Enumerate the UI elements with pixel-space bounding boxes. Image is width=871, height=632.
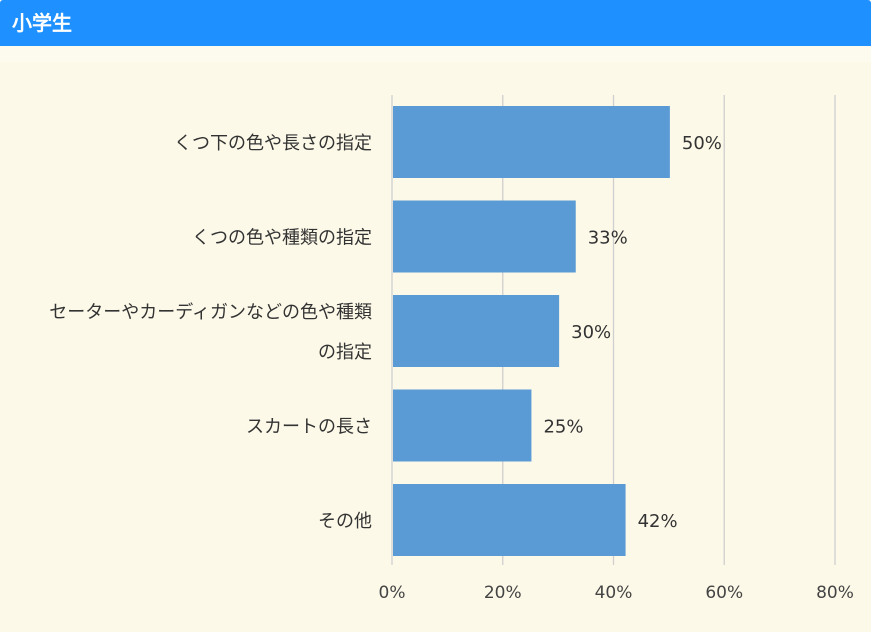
data-label: 25% xyxy=(543,417,583,438)
category-label: の指定 xyxy=(318,342,372,363)
bar xyxy=(393,389,532,462)
data-label: 30% xyxy=(571,322,611,343)
category-label: セーターやカーディガンなどの色や種類 xyxy=(49,302,372,323)
data-label: 50% xyxy=(682,133,722,154)
data-label: 42% xyxy=(638,511,678,532)
bar xyxy=(393,106,670,178)
bar xyxy=(393,200,576,273)
category-label: その他 xyxy=(318,511,372,532)
category-label: くつの色や種類の指定 xyxy=(192,228,372,249)
tick-label: 0% xyxy=(379,583,406,603)
category-label: スカートの長さ xyxy=(246,417,372,438)
tick-label: 40% xyxy=(595,583,633,603)
page-title: 小学生 xyxy=(12,11,72,35)
bar xyxy=(393,295,560,367)
header-bar: 小学生 xyxy=(0,0,871,46)
tick-label: 80% xyxy=(816,583,854,603)
tick-label: 20% xyxy=(484,583,522,603)
data-label: 33% xyxy=(588,228,628,249)
category-label: くつ下の色や長さの指定 xyxy=(174,133,372,154)
tick-label: 60% xyxy=(705,583,743,603)
bar xyxy=(393,484,626,556)
